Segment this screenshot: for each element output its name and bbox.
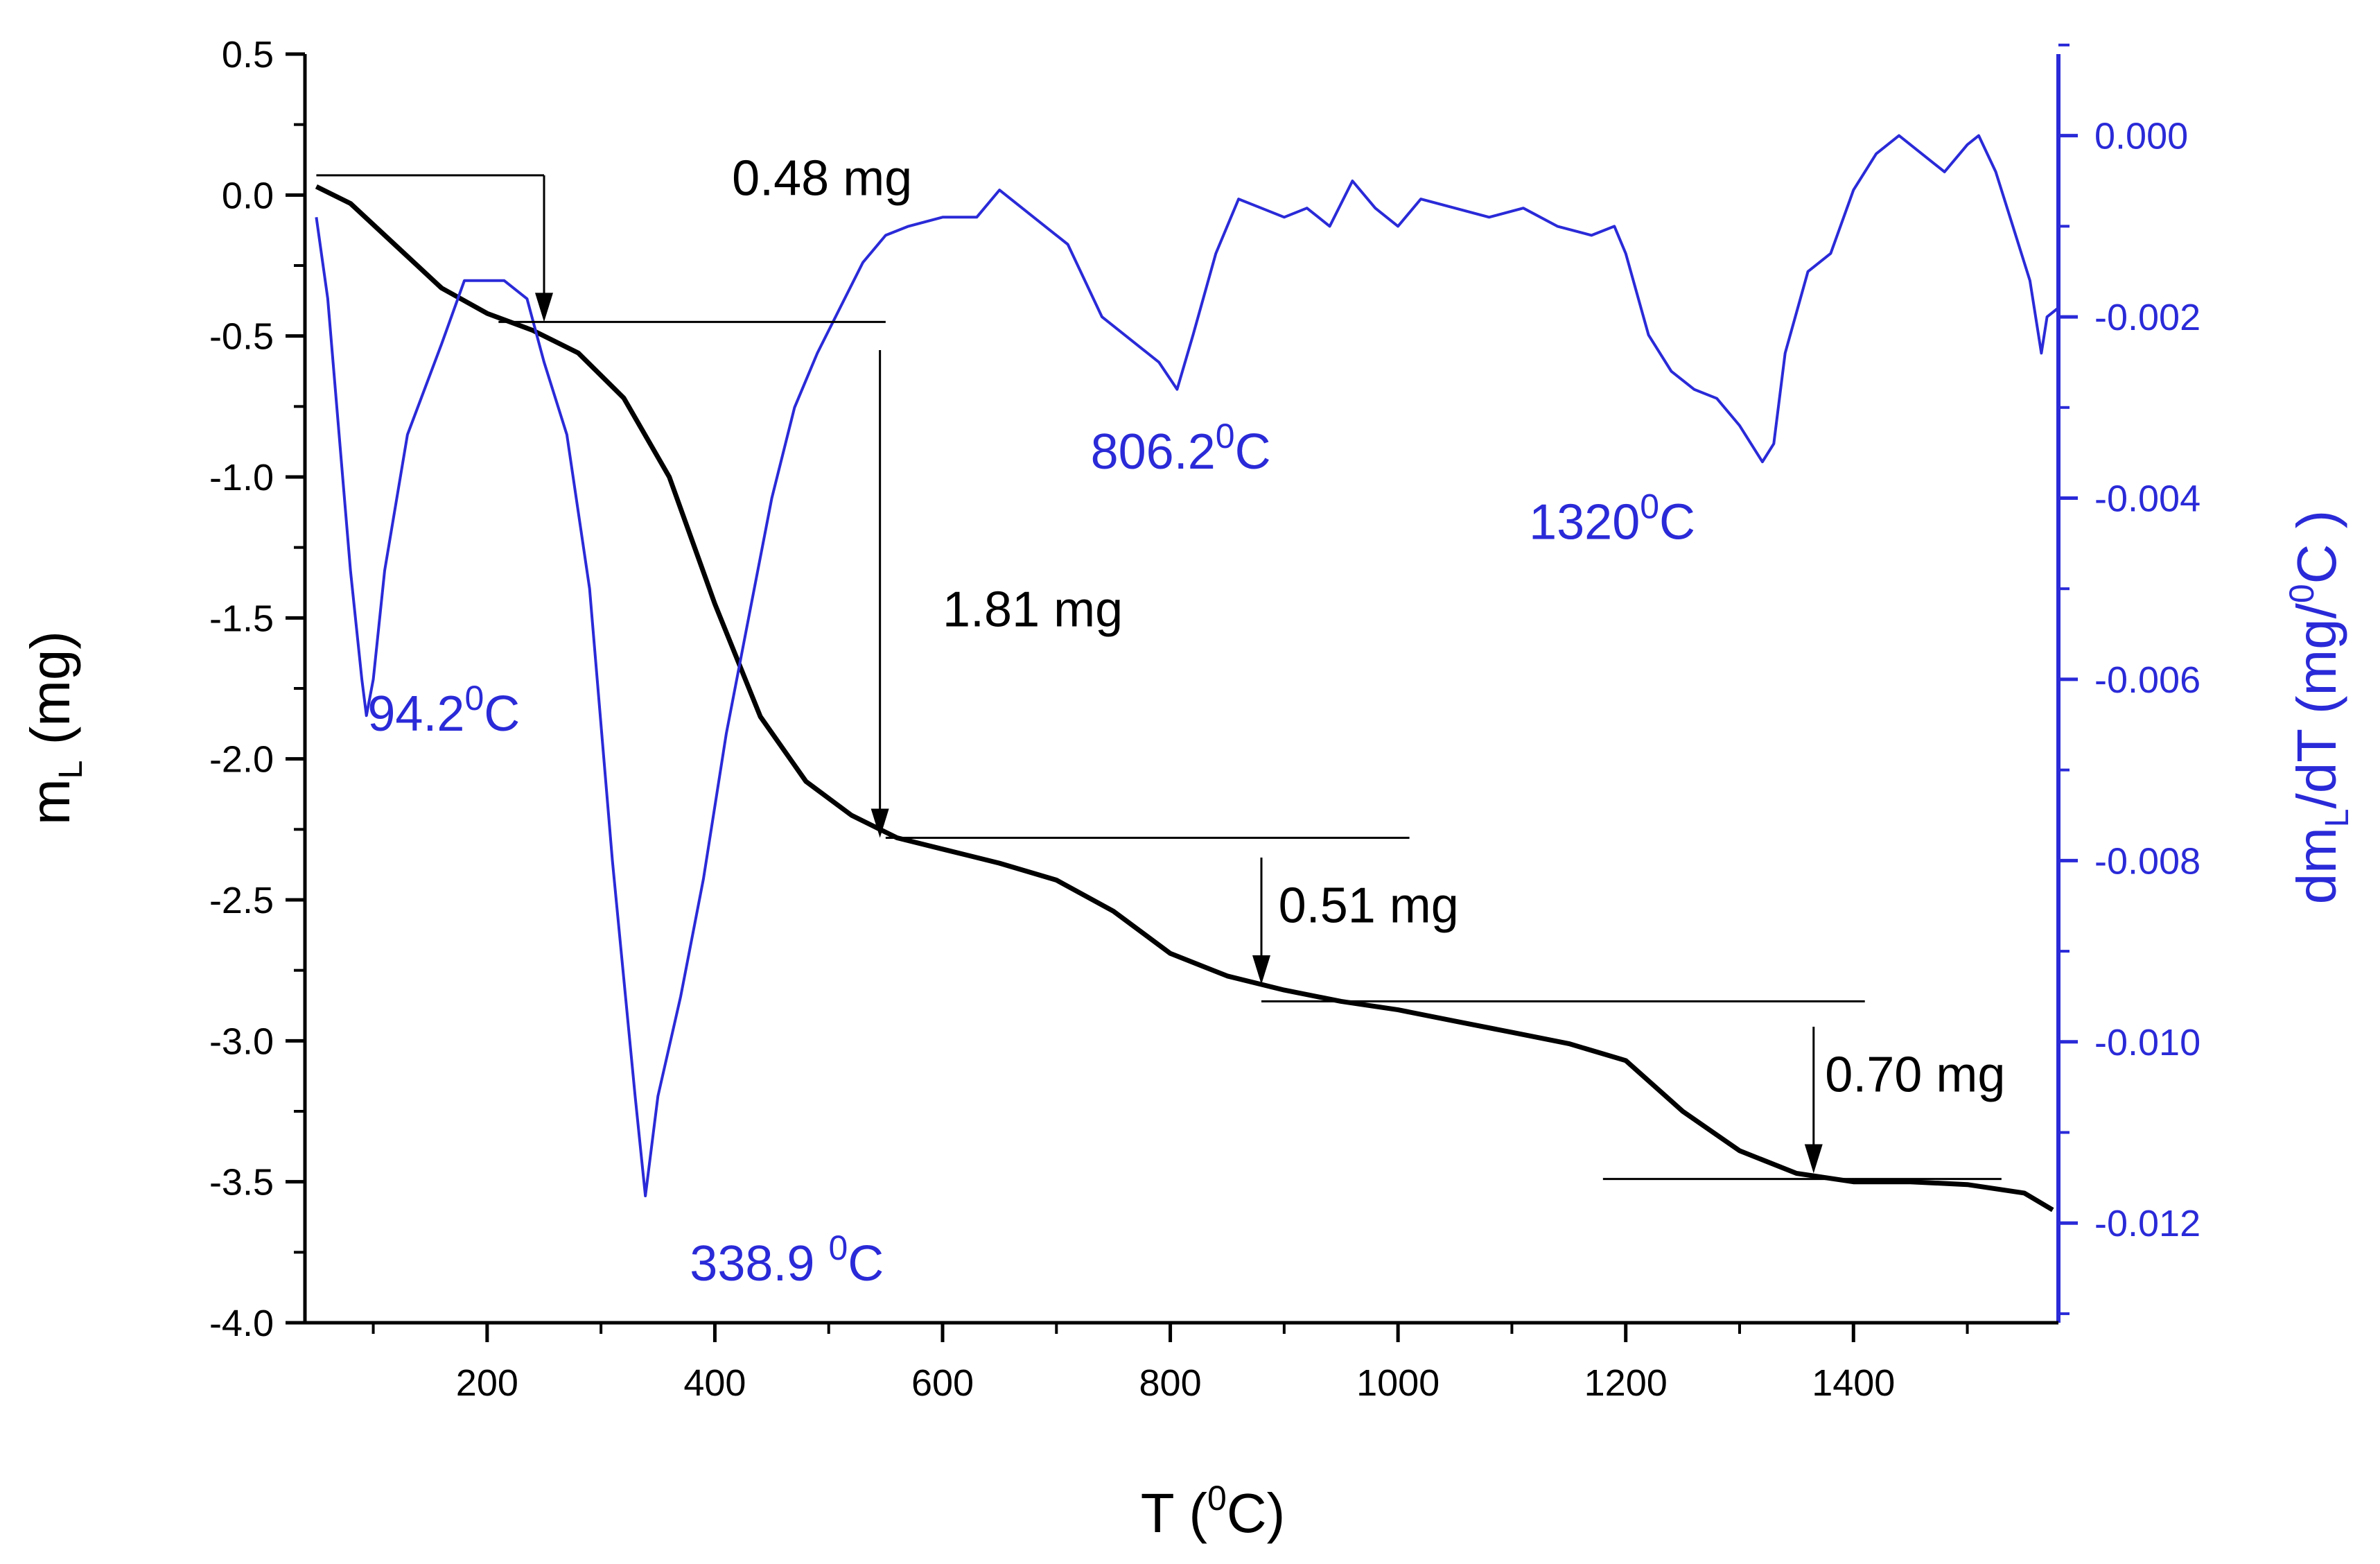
right-axis-title: dmL/dT (mg/0C ): [2282, 510, 2356, 905]
left-y-tick-label: -2.0: [209, 739, 274, 781]
left-y-tick-label: -0.5: [209, 316, 274, 358]
left-y-tick-label: -3.0: [209, 1020, 274, 1062]
x-tick-label: 600: [911, 1362, 974, 1404]
right-axis-title-mid: /dT (mg/: [2286, 602, 2347, 808]
x-axis-title-prefix: T (: [1141, 1482, 1208, 1544]
mass-loss-series-line: [315, 184, 2054, 1213]
step-arrow-head: [535, 293, 553, 322]
peak-label-sup: 0: [828, 1228, 848, 1267]
right-y-tick-label: -0.012: [2094, 1203, 2200, 1244]
right-axis-title-suffix: C ): [2286, 510, 2347, 584]
right-y-tick-label: -0.008: [2094, 840, 2200, 882]
peak-label: 806.20C: [1091, 417, 1271, 480]
x-axis-title-suffix: C): [1227, 1482, 1285, 1544]
left-y-tick-label: 0.5: [222, 34, 274, 76]
peak-label-sup: 0: [1216, 417, 1235, 455]
right-y-tick-label: 0.000: [2094, 116, 2188, 157]
peak-label-sup: 0: [464, 679, 484, 718]
step-arrow-head: [870, 808, 889, 838]
step-arrow-head: [1252, 955, 1270, 984]
peak-label-value: 338.9: [690, 1236, 828, 1292]
x-axis-title-sup: 0: [1207, 1479, 1227, 1518]
step-labels: 0.48 mg 1.81 mg 0.51 mg 0.70 mg: [732, 150, 2005, 1102]
peak-label-unit: C: [848, 1236, 884, 1292]
left-y-tick-label: -4.0: [209, 1303, 274, 1344]
step-label: 0.48 mg: [732, 150, 912, 206]
left-y-tick-label: 0.0: [222, 175, 274, 216]
x-axis-title: T (0C): [1141, 1479, 1286, 1544]
x-tick-label: 1400: [1812, 1362, 1895, 1404]
peak-label-unit: C: [1235, 424, 1271, 480]
step-label: 1.81 mg: [943, 582, 1123, 638]
peak-label-unit: C: [484, 686, 520, 742]
left-axis-title: mL (mg): [19, 631, 89, 825]
peak-label-value: 1320: [1529, 494, 1640, 550]
right-y-tick-label: -0.002: [2094, 297, 2200, 338]
left-axis-title-main: m: [19, 779, 81, 825]
peak-label-unit: C: [1659, 494, 1695, 550]
x-tick-label: 200: [456, 1362, 518, 1404]
right-y-axis: 0.000 -0.002 -0.004 -0.006 -0.008 -0.010 -0.01…: [2056, 43, 2200, 1323]
x-tick-label: 1000: [1356, 1362, 1440, 1404]
left-axis-title-suffix: (mg): [19, 631, 81, 761]
left-y-tick-label: -2.5: [209, 880, 274, 921]
right-axis-title-main: dm: [2286, 827, 2347, 904]
peak-label: 338.9 0C: [690, 1228, 884, 1292]
left-y-tick-label: -1.0: [209, 457, 274, 498]
right-y-tick-label: -0.010: [2094, 1022, 2200, 1063]
step-label: 0.70 mg: [1825, 1048, 2005, 1103]
step-label: 0.51 mg: [1279, 878, 1459, 934]
x-axis: 200 400 600 800 1000 1200 1400: [305, 1321, 2058, 1404]
left-y-tick-label: -3.5: [209, 1162, 274, 1204]
left-y-tick-label: -1.5: [209, 598, 274, 639]
right-axis-title-sup: 0: [2282, 584, 2321, 603]
peak-label-value: 806.2: [1091, 424, 1216, 480]
peak-label-value: 94.2: [367, 686, 464, 742]
step-arrow-head: [1804, 1144, 1823, 1174]
right-y-tick-label: -0.004: [2094, 478, 2200, 520]
peak-label: 94.20C: [367, 679, 520, 742]
derivative-series-line: [315, 134, 2060, 1197]
peak-label: 13200C: [1529, 487, 1695, 550]
peak-label-sup: 0: [1640, 487, 1659, 525]
left-y-axis: 0.5 0.0 -0.5 -1.0 -1.5 -2.0 -2.5 -3.0 -3.5 -4.0: [209, 34, 307, 1344]
peak-labels: 94.20C 338.9 0C 806.20C 13200C: [367, 417, 1695, 1292]
right-axis-title-sub: L: [2319, 808, 2356, 827]
x-tick-label: 800: [1139, 1362, 1202, 1404]
x-tick-label: 400: [683, 1362, 746, 1404]
left-axis-title-sub: L: [53, 761, 89, 779]
x-tick-label: 1200: [1584, 1362, 1668, 1404]
right-y-tick-label: -0.006: [2094, 659, 2200, 701]
